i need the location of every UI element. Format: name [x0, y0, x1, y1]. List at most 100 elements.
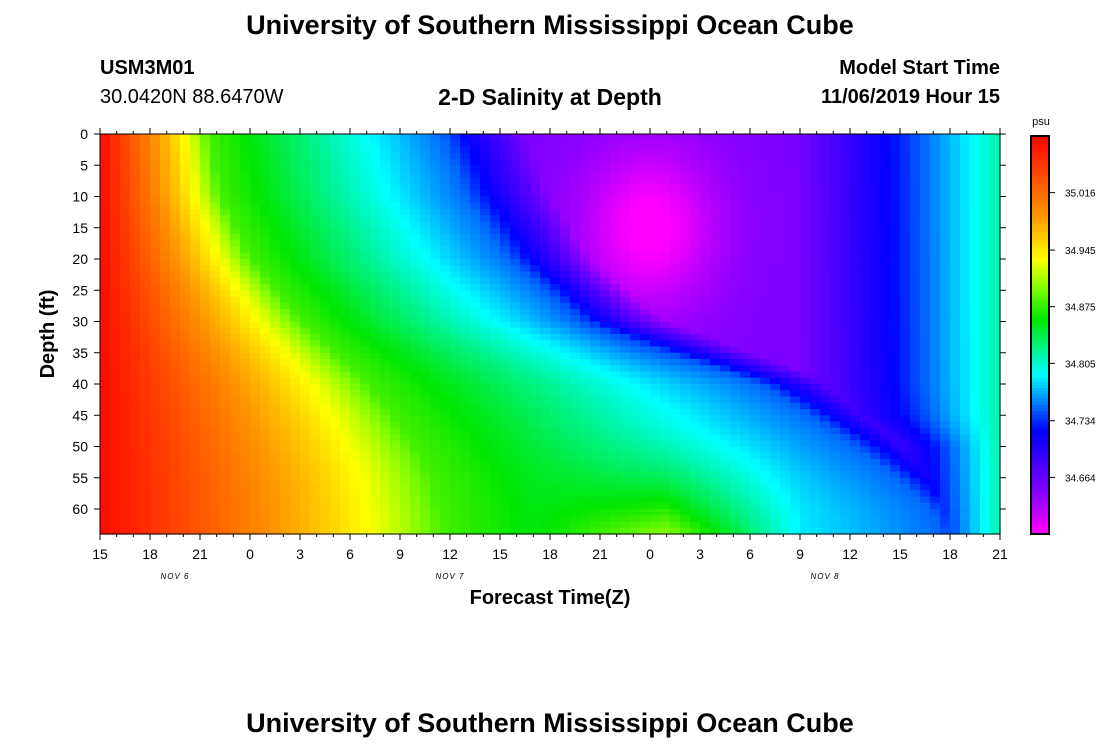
heat-cell — [240, 521, 251, 529]
heat-cell — [310, 165, 321, 173]
heat-cell — [560, 309, 571, 316]
heat-cell — [490, 215, 501, 223]
heat-cell — [200, 177, 211, 185]
heat-cell — [620, 434, 631, 441]
heat-cell — [680, 359, 691, 366]
heat-cell — [720, 190, 731, 198]
heat-cell — [620, 352, 631, 360]
heat-cell — [280, 134, 291, 141]
heat-cell — [270, 252, 281, 260]
heat-cell — [710, 296, 721, 304]
heat-cell — [870, 146, 881, 154]
heat-cell — [160, 515, 171, 523]
heat-cell — [240, 465, 251, 473]
heat-cell — [860, 284, 871, 291]
heat-cell — [250, 527, 261, 535]
heat-cell — [140, 446, 151, 454]
heat-cell — [620, 334, 631, 341]
heat-cell — [600, 271, 611, 279]
heat-cell — [840, 271, 851, 279]
heat-cell — [790, 452, 801, 460]
heat-cell — [420, 384, 431, 391]
heat-cell — [460, 227, 471, 235]
heat-cell — [630, 190, 641, 198]
heat-cell — [310, 390, 321, 398]
heat-cell — [340, 521, 351, 529]
heat-cell — [250, 415, 261, 423]
heat-cell — [220, 409, 231, 416]
heat-cell — [690, 440, 701, 448]
heat-cell — [320, 377, 331, 385]
heat-cell — [370, 446, 381, 454]
heat-cell — [160, 165, 171, 173]
heat-cell — [420, 190, 431, 198]
heat-cell — [120, 196, 131, 204]
heat-cell — [480, 471, 491, 479]
heat-cell — [690, 334, 701, 341]
heat-cell — [280, 465, 291, 473]
heat-cell — [590, 440, 601, 448]
heat-cell — [140, 259, 151, 266]
heat-cell — [520, 265, 531, 273]
heat-cell — [640, 134, 651, 141]
heat-cell — [230, 184, 241, 191]
heat-cell — [710, 177, 721, 185]
heat-cell — [150, 340, 161, 348]
heat-cell — [320, 234, 331, 241]
heat-cell — [390, 159, 401, 166]
heat-cell — [780, 427, 791, 435]
heat-cell — [440, 459, 451, 466]
heat-cell — [810, 527, 821, 535]
heat-cell — [660, 484, 671, 491]
heat-cell — [570, 359, 581, 366]
heat-cell — [720, 346, 731, 354]
heat-cell — [400, 421, 411, 429]
heat-cell — [780, 334, 791, 341]
heat-cell — [140, 196, 151, 204]
heat-cell — [470, 221, 481, 229]
heat-cell — [260, 171, 271, 179]
heat-cell — [500, 146, 511, 154]
heat-cell — [370, 227, 381, 235]
heat-cell — [560, 421, 571, 429]
heat-cell — [360, 134, 371, 141]
station-id: USM3M01 — [100, 57, 195, 79]
heat-cell — [860, 459, 871, 466]
heat-cell — [210, 377, 221, 385]
heat-cell — [380, 496, 391, 504]
heat-cell — [570, 259, 581, 266]
heat-cell — [670, 152, 681, 160]
heat-cell — [430, 496, 441, 504]
heat-cell — [560, 384, 571, 391]
heat-cell — [510, 459, 521, 466]
heat-cell — [220, 471, 231, 479]
heat-cell — [520, 146, 531, 154]
heat-cell — [660, 284, 671, 291]
heat-cell — [770, 396, 781, 404]
heat-cell — [870, 302, 881, 310]
heat-cell — [820, 346, 831, 354]
heat-cell — [870, 515, 881, 523]
heat-cell — [170, 427, 181, 435]
heat-cell — [300, 165, 311, 173]
heat-cell — [600, 496, 611, 504]
heat-cell — [710, 377, 721, 385]
heat-cell — [800, 227, 811, 235]
heat-cell — [540, 515, 551, 523]
heat-cell — [260, 496, 271, 504]
heat-cell — [440, 365, 451, 373]
heat-cell — [140, 252, 151, 260]
heat-cell — [540, 415, 551, 423]
heat-cell — [530, 446, 541, 454]
heat-cell — [780, 346, 791, 354]
heat-cell — [540, 265, 551, 273]
heat-cell — [300, 421, 311, 429]
heat-cell — [550, 134, 561, 141]
heat-cell — [610, 246, 621, 254]
heat-cell — [850, 377, 861, 385]
heat-cell — [460, 359, 471, 366]
heat-cell — [580, 252, 591, 260]
heat-cell — [830, 265, 841, 273]
heat-cell — [100, 459, 111, 466]
heat-cell — [450, 290, 461, 298]
